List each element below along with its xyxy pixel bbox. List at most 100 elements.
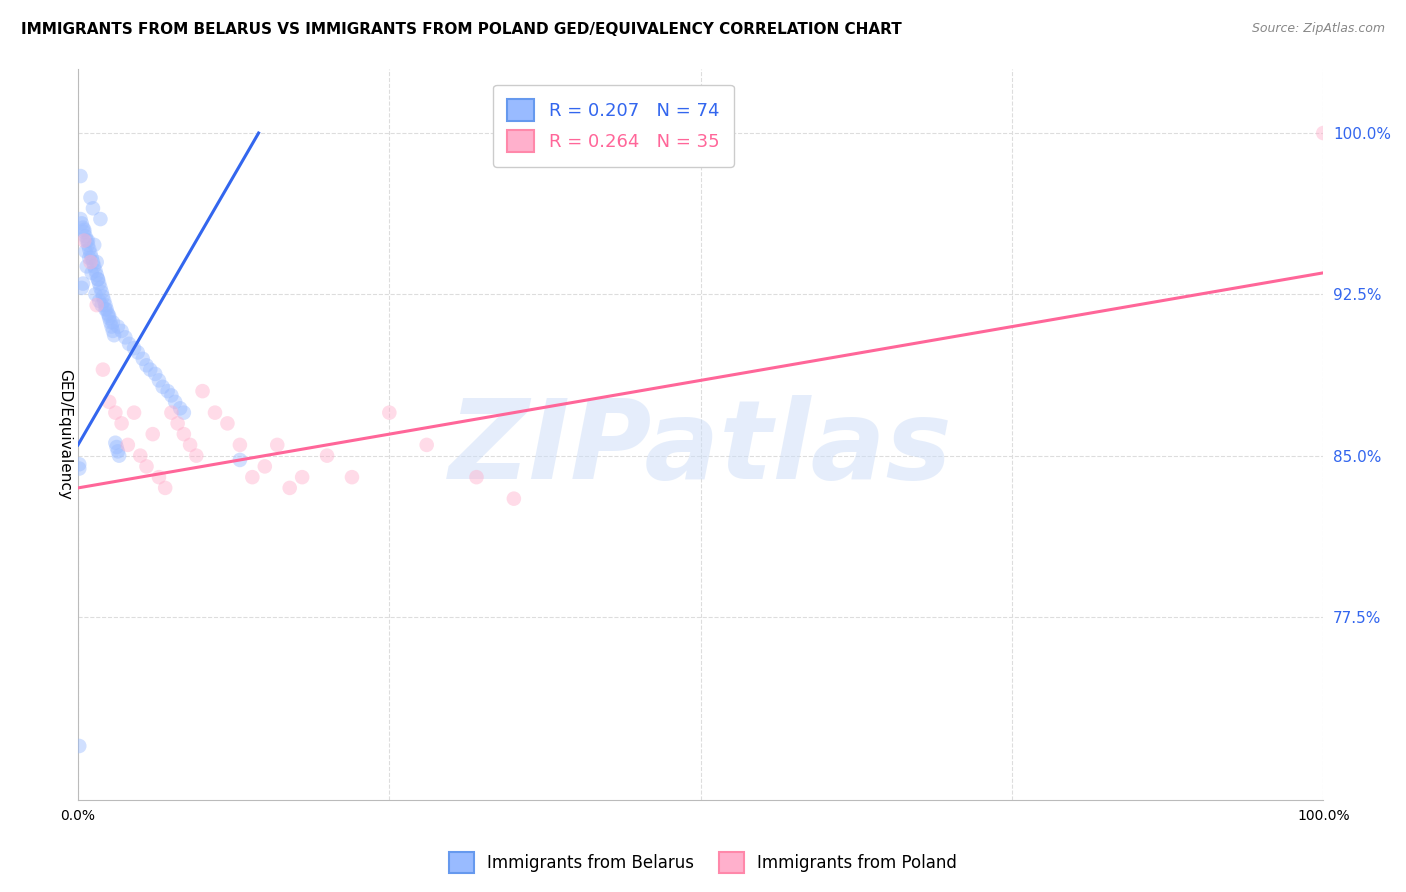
Point	[156, 384, 179, 398]
Point	[142, 427, 165, 442]
Point	[186, 449, 208, 463]
Point	[70, 216, 93, 230]
Point	[132, 351, 155, 366]
Point	[117, 438, 139, 452]
Point	[86, 255, 108, 269]
Point	[76, 260, 98, 274]
Point	[94, 298, 117, 312]
Point	[107, 444, 129, 458]
Point	[143, 367, 166, 381]
Point	[104, 406, 127, 420]
Point	[340, 470, 363, 484]
Point	[83, 238, 105, 252]
Point	[101, 324, 124, 338]
Point	[97, 307, 120, 321]
Point	[69, 169, 91, 183]
Point	[108, 449, 131, 463]
Point	[101, 315, 124, 329]
Point	[73, 234, 96, 248]
Point	[152, 380, 174, 394]
Point	[153, 481, 176, 495]
Point	[165, 395, 187, 409]
Point	[465, 470, 488, 484]
Point	[73, 223, 96, 237]
Point	[91, 289, 114, 303]
Point	[89, 212, 111, 227]
Text: ZIPatlas: ZIPatlas	[449, 395, 952, 502]
Point	[118, 336, 141, 351]
Point	[114, 330, 136, 344]
Point	[75, 229, 97, 244]
Point	[169, 401, 191, 416]
Y-axis label: GED/Equivalency: GED/Equivalency	[58, 368, 72, 500]
Point	[179, 438, 201, 452]
Point	[229, 438, 252, 452]
Point	[105, 440, 128, 454]
Point	[98, 309, 121, 323]
Point	[86, 298, 108, 312]
Point	[173, 427, 195, 442]
Point	[229, 453, 252, 467]
Point	[89, 277, 111, 291]
Point	[82, 202, 104, 216]
Point	[129, 449, 152, 463]
Point	[72, 277, 94, 291]
Point	[79, 255, 101, 269]
Legend: Immigrants from Belarus, Immigrants from Poland: Immigrants from Belarus, Immigrants from…	[441, 846, 965, 880]
Point	[122, 406, 145, 420]
Point	[91, 362, 114, 376]
Point	[148, 373, 170, 387]
Point	[103, 328, 125, 343]
Point	[79, 190, 101, 204]
Point	[67, 739, 90, 753]
Point	[77, 238, 100, 252]
Point	[90, 298, 112, 312]
Point	[93, 293, 115, 308]
Point	[72, 220, 94, 235]
Point	[80, 266, 103, 280]
Point	[98, 311, 121, 326]
Point	[87, 272, 110, 286]
Point	[76, 234, 98, 248]
Point	[84, 263, 107, 277]
Point	[316, 449, 339, 463]
Point	[100, 315, 122, 329]
Point	[278, 481, 301, 495]
Point	[100, 319, 122, 334]
Point	[89, 293, 111, 308]
Point	[110, 417, 132, 431]
Point	[160, 388, 183, 402]
Point	[67, 461, 90, 475]
Point	[84, 287, 107, 301]
Legend: R = 0.207   N = 74, R = 0.264   N = 35: R = 0.207 N = 74, R = 0.264 N = 35	[494, 85, 734, 167]
Point	[80, 251, 103, 265]
Point	[86, 268, 108, 282]
Point	[139, 362, 162, 376]
Point	[1312, 126, 1334, 140]
Point	[166, 417, 188, 431]
Point	[67, 457, 90, 471]
Point	[204, 406, 226, 420]
Point	[110, 324, 132, 338]
Point	[122, 341, 145, 355]
Text: Source: ZipAtlas.com: Source: ZipAtlas.com	[1251, 22, 1385, 36]
Point	[240, 470, 263, 484]
Point	[70, 281, 93, 295]
Point	[73, 225, 96, 239]
Point	[502, 491, 524, 506]
Point	[104, 435, 127, 450]
Point	[173, 406, 195, 420]
Point	[83, 260, 105, 274]
Point	[135, 359, 157, 373]
Point	[415, 438, 437, 452]
Point	[94, 302, 117, 317]
Point	[89, 281, 111, 295]
Point	[75, 244, 97, 259]
Point	[148, 470, 170, 484]
Point	[90, 285, 112, 300]
Point	[107, 319, 129, 334]
Text: IMMIGRANTS FROM BELARUS VS IMMIGRANTS FROM POLAND GED/EQUIVALENCY CORRELATION CH: IMMIGRANTS FROM BELARUS VS IMMIGRANTS FR…	[21, 22, 901, 37]
Point	[79, 246, 101, 260]
Point	[96, 302, 118, 317]
Point	[266, 438, 288, 452]
